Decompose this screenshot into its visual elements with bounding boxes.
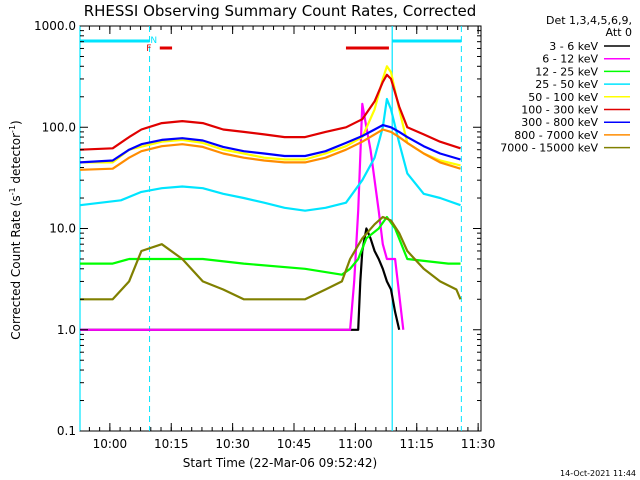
x-tick-label: 11:00: [338, 437, 373, 451]
series-line-8: [79, 128, 461, 171]
legend-header-line-1: Det 1,3,4,5,6,9,: [546, 14, 632, 27]
y-tick-label: 1.0: [57, 323, 76, 337]
series-line-6: [79, 73, 461, 151]
y-axis-label-part3: ): [9, 120, 23, 125]
legend-label: 100 - 300 keV: [521, 104, 598, 117]
x-tick-label: 10:30: [215, 437, 250, 451]
legend-label: 300 - 800 keV: [521, 116, 598, 129]
series-line-3: [80, 215, 461, 276]
plot-border: [79, 25, 482, 432]
x-tick-label: 10:45: [277, 437, 312, 451]
flag-label-n: N: [150, 36, 157, 46]
x-tick-label: 11:30: [461, 437, 496, 451]
series-line-7: [79, 123, 461, 164]
x-tick-label: 10:15: [154, 437, 189, 451]
series-line-9: [80, 215, 462, 301]
observing-flags: NF: [79, 26, 462, 431]
x-tick-label: 10:00: [93, 437, 128, 451]
y-axis-ticks: 1000.0 100.0 10.0 1.0 0.1: [34, 19, 481, 438]
series-lines: [79, 65, 462, 331]
legend-label: 6 - 12 keV: [542, 53, 598, 66]
y-axis-label-sup1: -1: [8, 187, 17, 195]
y-tick-label: 0.1: [57, 424, 76, 438]
y-axis-label-part1: Corrected Count Rate (s: [9, 195, 23, 339]
legend-header-line-2: Att 0: [606, 26, 632, 39]
y-tick-label: 1000.0: [34, 19, 76, 33]
series-line-5: [80, 65, 461, 167]
series-line-4: [79, 97, 461, 212]
flag-label-f: F: [146, 44, 151, 54]
y-axis-label-sup2: -1: [8, 125, 17, 133]
y-tick-label: 100.0: [42, 120, 76, 134]
chart-title: RHESSI Observing Summary Count Rates, Co…: [84, 2, 477, 20]
x-axis-ticks: 10:00 10:15 10:30 10:45 11:00 11:15 11:30: [88, 26, 496, 451]
legend-label: 50 - 100 keV: [528, 91, 598, 104]
x-axis-label: Start Time (22-Mar-06 09:52:42): [183, 456, 377, 470]
y-axis-label: Corrected Count Rate (s-1 detector-1): [8, 120, 23, 339]
legend-label: 7000 - 15000 keV: [500, 142, 598, 155]
legend-label: 800 - 7000 keV: [514, 129, 598, 142]
y-axis-label-part2: detector: [9, 133, 23, 188]
footer-date: 14-Oct-2021 11:44: [560, 469, 636, 478]
plot-frame: [79, 25, 482, 432]
legend-label: 25 - 50 keV: [535, 78, 598, 91]
legend-label: 12 - 25 keV: [535, 65, 598, 78]
y-tick-label: 10.0: [49, 222, 76, 236]
legend-label: 3 - 6 keV: [549, 40, 598, 53]
series-line-2: [80, 102, 405, 331]
x-tick-label: 11:15: [399, 437, 434, 451]
